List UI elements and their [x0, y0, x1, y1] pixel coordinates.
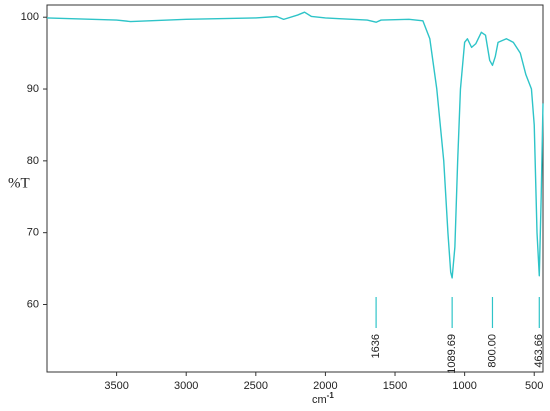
x-axis-label-text: cm: [312, 394, 327, 406]
plot-frame: [46, 4, 544, 373]
peak-label: 800.00: [486, 334, 498, 368]
peak-label: 1636: [370, 334, 382, 358]
peak-label: 463.66: [533, 334, 545, 368]
y-axis-label: %T: [8, 175, 30, 191]
peak-label: 1089.69: [446, 334, 458, 374]
x-tick-label: 1500: [383, 380, 407, 392]
x-tick-label: 500: [525, 380, 543, 392]
x-tick-label: 3500: [104, 380, 128, 392]
y-tick-label: 100: [21, 11, 39, 23]
x-tick-label: 1000: [452, 380, 476, 392]
y-tick-label: 70: [27, 227, 39, 239]
x-tick-label: 3000: [174, 380, 198, 392]
spectrum-line: [46, 11, 544, 279]
x-axis-label-sup: -1: [327, 391, 335, 400]
y-tick-label: 90: [27, 83, 39, 95]
x-tick-label: 2000: [313, 380, 337, 392]
x-axis-label: cm-1: [312, 391, 334, 406]
y-tick-label: 60: [27, 298, 39, 310]
x-tick-label: 2500: [244, 380, 268, 392]
y-tick-label: 80: [27, 155, 39, 167]
